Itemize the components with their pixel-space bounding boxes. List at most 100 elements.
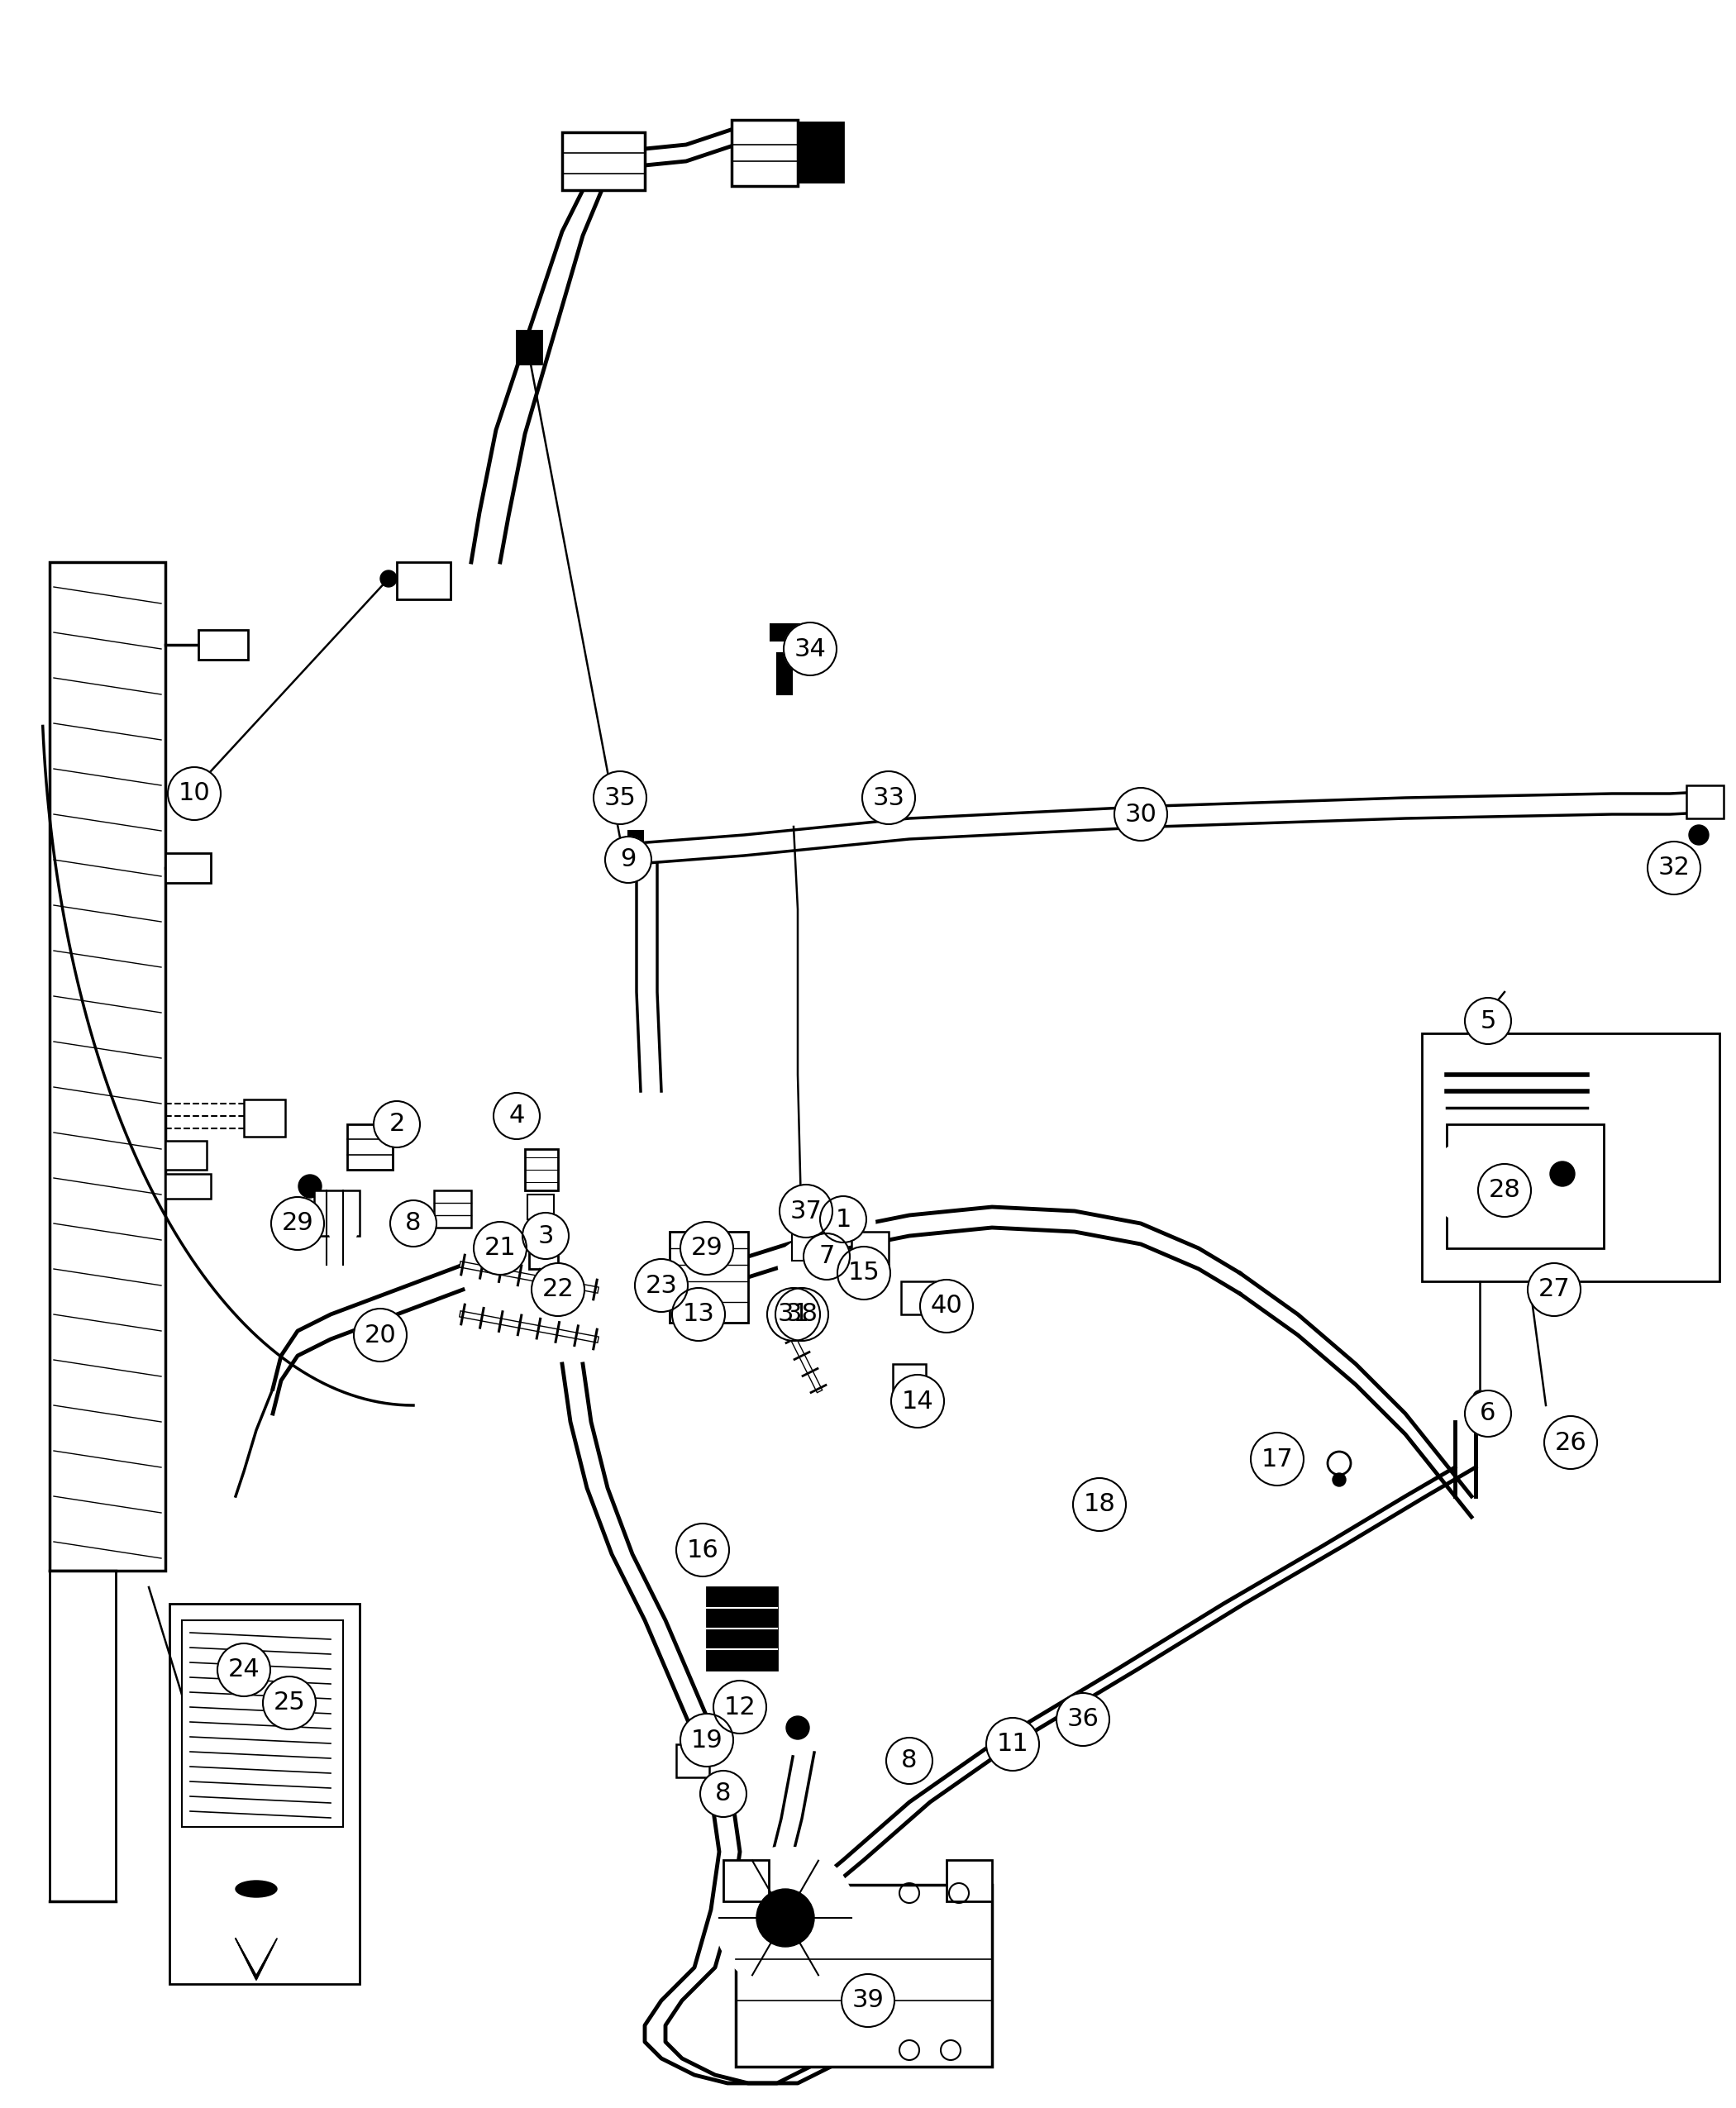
Text: 39: 39 [852,1988,884,2013]
Circle shape [1465,1391,1510,1438]
Text: 30: 30 [1125,803,1156,826]
Circle shape [1477,1164,1531,1216]
Circle shape [986,1718,1040,1771]
Text: 21: 21 [484,1235,516,1261]
Circle shape [771,1701,825,1754]
Text: 3: 3 [538,1225,554,1248]
Bar [165,1140,207,1170]
Circle shape [779,1185,833,1237]
Bar [901,1282,937,1315]
Bar [524,1149,557,1191]
Bar [562,133,644,190]
Text: 14: 14 [901,1389,934,1412]
Circle shape [783,622,837,675]
Circle shape [1647,841,1701,894]
Circle shape [845,1208,875,1237]
Circle shape [635,1258,687,1311]
Text: 18: 18 [1083,1492,1116,1516]
Circle shape [891,1374,944,1427]
Circle shape [271,1197,325,1250]
Circle shape [1250,1433,1304,1486]
Bar [707,1587,778,1670]
Circle shape [330,1218,356,1246]
Text: 8: 8 [715,1781,731,1807]
Text: 32: 32 [1658,856,1691,879]
Circle shape [1550,1162,1575,1187]
Bar [736,1885,991,2066]
Text: 12: 12 [724,1695,755,1718]
Circle shape [262,1676,316,1729]
Text: 7: 7 [819,1244,835,1269]
Text: 17: 17 [1260,1446,1293,1471]
Circle shape [757,1889,814,1948]
Polygon shape [236,1939,278,1979]
Circle shape [1073,1478,1127,1530]
Text: 16: 16 [687,1539,719,1562]
Bar [792,1231,812,1261]
Bar [198,630,248,660]
Bar [529,1231,557,1269]
Circle shape [715,1847,856,1988]
Circle shape [1545,1417,1597,1469]
Circle shape [681,1223,733,1275]
Circle shape [677,1524,729,1577]
Circle shape [373,1100,420,1147]
Bar [892,1364,925,1398]
Bar [398,563,451,599]
Bar [243,1100,285,1136]
Circle shape [894,1745,924,1775]
Ellipse shape [236,1880,278,1897]
Circle shape [1057,1693,1109,1745]
Text: 33: 33 [873,786,904,809]
Circle shape [1528,1263,1580,1315]
Bar [670,1231,748,1322]
Bar [731,120,799,186]
Circle shape [713,1680,766,1733]
Text: 27: 27 [1538,1277,1569,1301]
Circle shape [837,1246,891,1299]
Bar [182,1621,344,1828]
Circle shape [391,1199,436,1246]
Circle shape [700,1771,746,1817]
Circle shape [380,571,398,586]
Circle shape [399,1223,418,1242]
Bar [677,1743,710,1777]
Text: 31: 31 [778,1303,809,1326]
Text: 35: 35 [604,786,635,809]
Circle shape [474,1223,526,1275]
Circle shape [606,837,651,883]
Circle shape [705,1258,734,1288]
Text: 2: 2 [389,1113,404,1136]
Text: 29: 29 [691,1235,722,1261]
Bar [165,1174,210,1199]
Bar [628,831,642,864]
Circle shape [767,1288,819,1341]
Text: 25: 25 [273,1691,306,1716]
Circle shape [779,1242,825,1288]
Text: 23: 23 [646,1273,677,1296]
Text: 13: 13 [682,1303,715,1326]
Circle shape [1430,1140,1512,1223]
Circle shape [804,1233,851,1280]
Bar [347,1124,392,1170]
Text: 5: 5 [1481,1010,1496,1033]
Text: 38: 38 [786,1303,818,1326]
Circle shape [217,1644,271,1697]
Text: 9: 9 [620,847,637,873]
Bar [50,1570,116,1901]
Circle shape [885,1737,932,1783]
Text: 40: 40 [930,1294,962,1318]
Circle shape [691,1743,724,1777]
Circle shape [531,1263,585,1315]
Circle shape [786,1716,809,1739]
Bar [771,624,799,641]
Text: 19: 19 [691,1729,722,1752]
Circle shape [672,1288,726,1341]
Bar [314,1191,359,1235]
Circle shape [1115,788,1167,841]
Circle shape [705,1745,734,1775]
Bar [1422,1033,1719,1282]
Circle shape [842,1973,894,2028]
Text: 28: 28 [1488,1178,1521,1202]
Text: 20: 20 [365,1324,396,1347]
